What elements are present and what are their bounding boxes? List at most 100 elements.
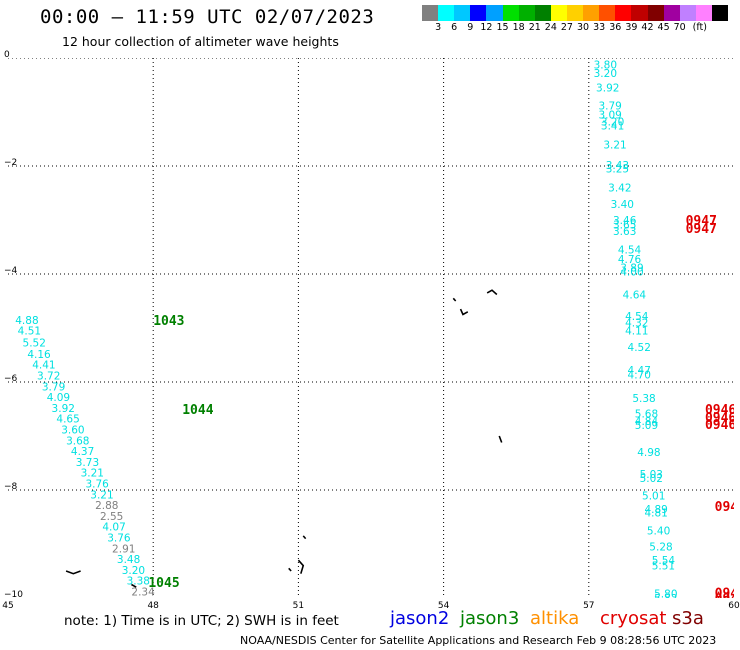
wave-height-label: 4.70 <box>628 369 651 381</box>
wave-height-label: 4.65 <box>56 414 79 426</box>
pass-time-label: 0945 <box>715 592 734 598</box>
wave-height-label: 5.51 <box>652 561 675 573</box>
legend-cryosat: cryosat <box>600 608 667 629</box>
units-note: note: 1) Time is in UTC; 2) SWH is in fe… <box>64 613 339 629</box>
longitude-label: 45 <box>2 601 14 611</box>
legend-altika: altika <box>530 608 580 629</box>
scale-swatch <box>454 5 471 21</box>
wave-height-label: 5.01 <box>642 490 665 502</box>
wave-height-label: 4.07 <box>102 522 125 534</box>
scale-swatch <box>566 5 584 21</box>
wave-height-label: 3.20 <box>122 565 145 577</box>
longitude-label: 48 <box>147 601 159 611</box>
wave-height-label: 4.76 <box>618 254 642 266</box>
scale-label: 27 <box>560 22 573 33</box>
scale-swatch <box>615 5 632 21</box>
wave-height-label: 3.09 <box>598 110 621 122</box>
scale-swatch <box>438 5 455 21</box>
latitude-label: −8 <box>4 482 18 492</box>
scale-swatch <box>422 5 439 21</box>
scale-label: 33 <box>593 22 606 33</box>
wave-height-label: 4.98 <box>637 447 660 459</box>
scale-label: 18 <box>512 22 525 33</box>
wave-height-label: 2.88 <box>95 500 118 512</box>
wave-height-label: 4.11 <box>625 326 648 338</box>
wave-height-label: 4.41 <box>32 360 55 372</box>
wave-height-label: 3.63 <box>613 226 636 238</box>
wave-height-label: 3.48 <box>117 554 140 566</box>
wave-height-label: 2.55 <box>100 511 123 523</box>
wave-height-label: 3.38 <box>127 576 150 588</box>
wave-height-label: 3.43 <box>606 160 629 172</box>
wave-height-label: 3.40 <box>611 199 634 211</box>
wave-height-label: 3.79 <box>42 381 65 393</box>
wave-height-label: 3.92 <box>52 403 75 415</box>
map-subtitle: 12 hour collection of altimeter wave hei… <box>62 34 339 49</box>
scale-swatch <box>631 5 648 21</box>
longitude-label: 57 <box>583 601 595 611</box>
wave-height-label: 3.72 <box>37 371 60 383</box>
wave-height-label: 4.54 <box>618 245 642 257</box>
wave-height-label: 3.76 <box>107 533 131 545</box>
wave-height-label: 4.09 <box>47 392 70 404</box>
wave-height-label: 3.20 <box>601 117 624 129</box>
scale-swatch <box>534 5 551 21</box>
map-title: 00:00 – 11:59 UTC 02/07/2023 <box>40 6 375 28</box>
pass-time-label: 0947 <box>686 214 717 229</box>
wave-height-label: 3.46 <box>613 215 637 227</box>
scale-swatch <box>711 5 729 21</box>
scale-label: 3 <box>435 22 442 33</box>
latitude-label: 0 <box>4 50 10 60</box>
wave-height-label: 2.34 <box>131 587 155 598</box>
island-coastline <box>131 583 137 588</box>
wave-height-label: 4.51 <box>18 326 41 338</box>
wave-height-label: 5.54 <box>652 555 676 567</box>
wave-height-label: 5.82 <box>654 593 677 598</box>
wave-height-label: 4.00 <box>620 266 643 278</box>
scale-label: (ft) <box>692 22 707 33</box>
scale-label: 21 <box>528 22 541 33</box>
scale-swatch <box>663 5 680 21</box>
pass-time-label: 0946 <box>705 403 734 418</box>
wave-height-label: 5.02 <box>640 473 663 485</box>
wave-height-label: 3.21 <box>90 489 113 501</box>
wave-height-label: 3.80 <box>594 59 617 71</box>
longitude-label: 54 <box>437 601 450 611</box>
wave-height-label: 5.80 <box>654 589 677 598</box>
wave-height-label: 3.89 <box>620 263 643 275</box>
wave-height-label: 3.60 <box>61 425 84 437</box>
color-scale-bar <box>422 5 729 21</box>
scale-swatch <box>550 5 567 21</box>
island-coastline <box>65 570 81 575</box>
scale-label: 39 <box>625 22 638 33</box>
wave-height-label: 4.54 <box>625 311 649 323</box>
island-coastline <box>288 567 292 572</box>
wave-height-label: 3.73 <box>76 457 99 469</box>
wave-height-label: 5.52 <box>23 338 46 350</box>
scale-swatch <box>470 5 487 21</box>
wave-height-label: 4.89 <box>644 504 667 516</box>
pass-time-label: 0947 <box>686 222 717 237</box>
scale-label: 24 <box>544 22 557 33</box>
scale-label: 9 <box>467 22 474 33</box>
wave-height-label: 5.38 <box>632 393 655 405</box>
wave-height-label: 2.91 <box>112 543 135 555</box>
legend-s3a: s3a <box>672 608 704 629</box>
wave-height-label: 3.65 <box>613 219 636 231</box>
island-coastline <box>459 308 469 316</box>
wave-height-label: 3.25 <box>606 164 629 176</box>
legend-jason3: jason3 <box>460 608 520 629</box>
scale-swatch <box>486 5 503 21</box>
scale-label: 36 <box>609 22 622 33</box>
pass-time-label: 1045 <box>148 576 179 591</box>
pass-time-label: 0946 <box>705 418 734 433</box>
scale-swatch <box>599 5 616 21</box>
longitude-label: 60 <box>728 601 740 611</box>
wave-height-label: 3.42 <box>608 183 631 195</box>
scale-label: 30 <box>577 22 590 33</box>
scale-swatch <box>502 5 519 21</box>
island-coastline <box>498 435 503 443</box>
island-coastline <box>452 297 457 302</box>
wave-height-label: 4.81 <box>644 508 667 520</box>
scale-label: 6 <box>451 22 458 33</box>
